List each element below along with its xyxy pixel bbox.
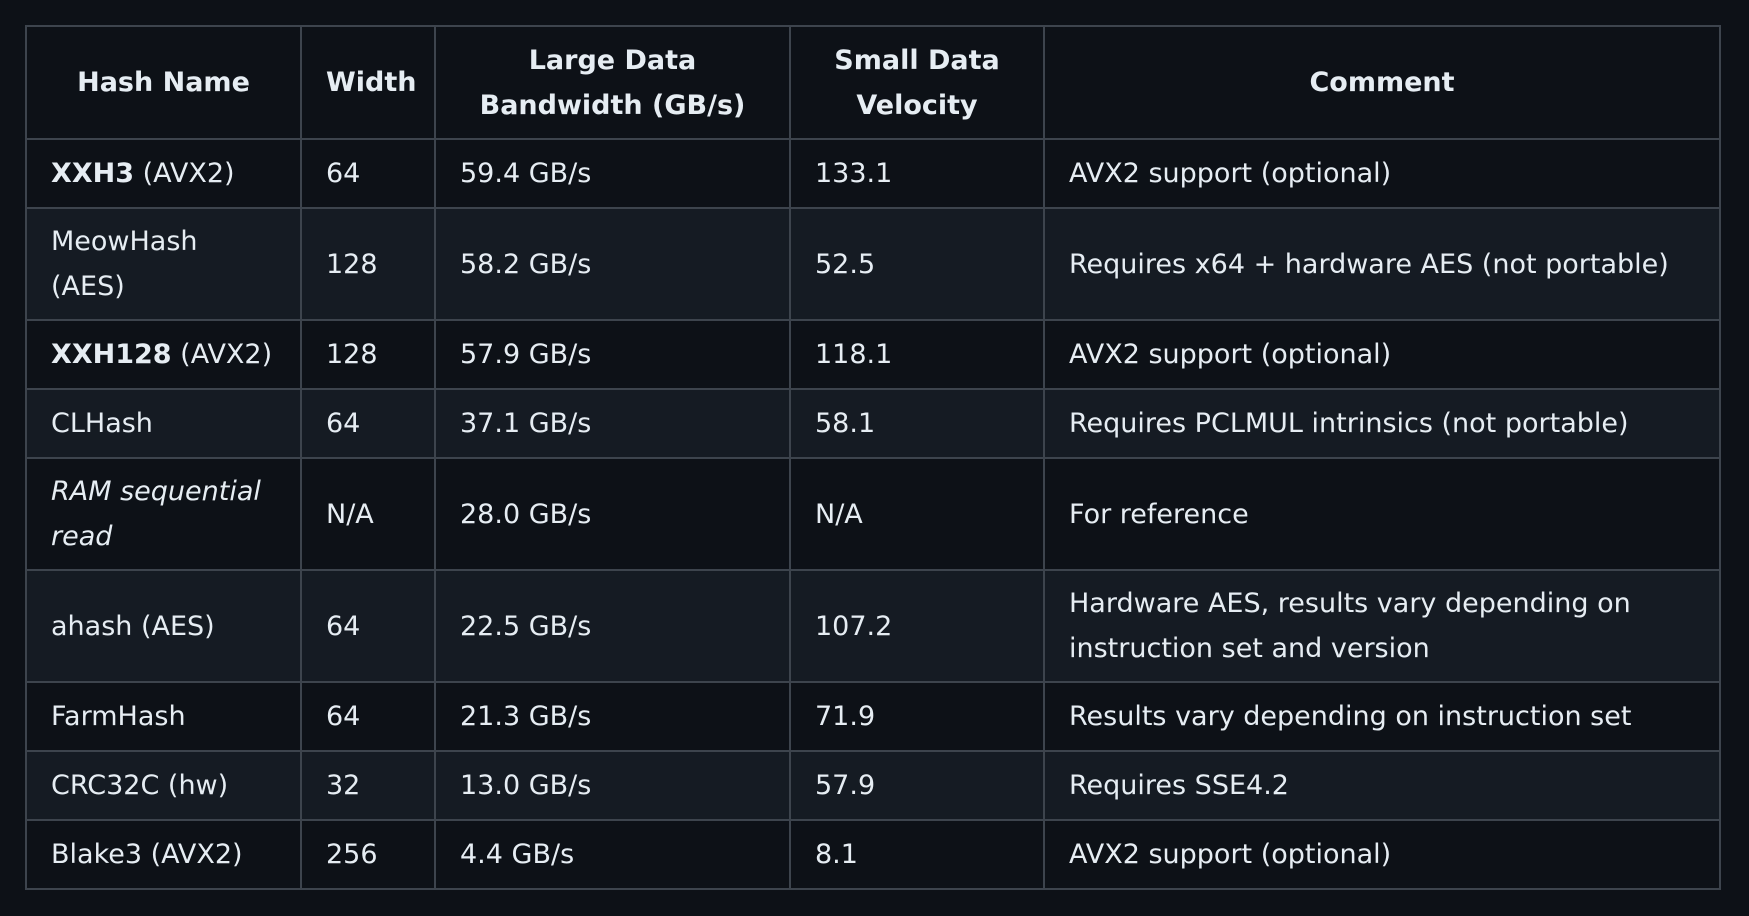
cell-hash-name: ahash (AES) <box>25 569 302 683</box>
cell-hash-name: Blake3 (AVX2) <box>25 819 302 890</box>
cell-hash-name: RAM sequential read <box>25 457 302 571</box>
cell-velocity: N/A <box>789 457 1045 571</box>
table-row: XXH3 (AVX2) 64 59.4 GB/s 133.1 AVX2 supp… <box>25 138 1721 209</box>
cell-bandwidth: 58.2 GB/s <box>434 207 791 321</box>
hash-name-italic: RAM sequential read <box>51 476 261 552</box>
cell-hash-name: CLHash <box>25 388 302 459</box>
cell-comment: Requires x64 + hardware AES (not portabl… <box>1043 207 1721 321</box>
cell-comment: Hardware AES, results vary depending on … <box>1043 569 1721 683</box>
table-row: MeowHash (AES) 128 58.2 GB/s 52.5 Requir… <box>25 207 1721 321</box>
table-row: XXH128 (AVX2) 128 57.9 GB/s 118.1 AVX2 s… <box>25 319 1721 390</box>
hash-name-rest: (AVX2) <box>171 339 273 370</box>
cell-hash-name: CRC32C (hw) <box>25 750 302 821</box>
cell-bandwidth: 37.1 GB/s <box>434 388 791 459</box>
cell-comment: For reference <box>1043 457 1721 571</box>
cell-bandwidth: 21.3 GB/s <box>434 681 791 752</box>
cell-hash-name: XXH3 (AVX2) <box>25 138 302 209</box>
cell-bandwidth: 22.5 GB/s <box>434 569 791 683</box>
hash-name-bold: XXH3 <box>51 158 135 189</box>
header-width: Width <box>300 25 436 140</box>
cell-width: 128 <box>300 319 436 390</box>
table-row: ahash (AES) 64 22.5 GB/s 107.2 Hardware … <box>25 569 1721 683</box>
header-comment: Comment <box>1043 25 1721 140</box>
table-row: CLHash 64 37.1 GB/s 58.1 Requires PCLMUL… <box>25 388 1721 459</box>
cell-width: N/A <box>300 457 436 571</box>
cell-comment: Requires PCLMUL intrinsics (not portable… <box>1043 388 1721 459</box>
cell-hash-name: FarmHash <box>25 681 302 752</box>
cell-velocity: 118.1 <box>789 319 1045 390</box>
table-header-row: Hash Name Width Large Data Bandwidth (GB… <box>25 25 1721 140</box>
header-large-data-bandwidth: Large Data Bandwidth (GB/s) <box>434 25 791 140</box>
cell-comment: AVX2 support (optional) <box>1043 319 1721 390</box>
cell-width: 64 <box>300 388 436 459</box>
cell-width: 128 <box>300 207 436 321</box>
cell-comment: Requires SSE4.2 <box>1043 750 1721 821</box>
cell-velocity: 107.2 <box>789 569 1045 683</box>
table-row: Blake3 (AVX2) 256 4.4 GB/s 8.1 AVX2 supp… <box>25 819 1721 890</box>
table-row: CRC32C (hw) 32 13.0 GB/s 57.9 Requires S… <box>25 750 1721 821</box>
table-row: FarmHash 64 21.3 GB/s 71.9 Results vary … <box>25 681 1721 752</box>
cell-bandwidth: 28.0 GB/s <box>434 457 791 571</box>
cell-width: 64 <box>300 569 436 683</box>
cell-width: 256 <box>300 819 436 890</box>
header-hash-name: Hash Name <box>25 25 302 140</box>
cell-width: 64 <box>300 681 436 752</box>
cell-velocity: 8.1 <box>789 819 1045 890</box>
hash-name-bold: XXH128 <box>51 339 172 370</box>
cell-bandwidth: 13.0 GB/s <box>434 750 791 821</box>
hash-benchmark-table-container: Hash Name Width Large Data Bandwidth (GB… <box>25 25 1721 890</box>
cell-hash-name: MeowHash (AES) <box>25 207 302 321</box>
hash-benchmark-table: Hash Name Width Large Data Bandwidth (GB… <box>25 25 1721 890</box>
hash-name-rest: (AVX2) <box>134 158 235 189</box>
header-small-data-velocity: Small Data Velocity <box>789 25 1045 140</box>
cell-velocity: 71.9 <box>789 681 1045 752</box>
cell-comment: AVX2 support (optional) <box>1043 819 1721 890</box>
cell-hash-name: XXH128 (AVX2) <box>25 319 302 390</box>
table-row: RAM sequential read N/A 28.0 GB/s N/A Fo… <box>25 457 1721 571</box>
cell-velocity: 52.5 <box>789 207 1045 321</box>
cell-comment: Results vary depending on instruction se… <box>1043 681 1721 752</box>
cell-velocity: 57.9 <box>789 750 1045 821</box>
cell-velocity: 58.1 <box>789 388 1045 459</box>
cell-comment: AVX2 support (optional) <box>1043 138 1721 209</box>
cell-width: 64 <box>300 138 436 209</box>
cell-bandwidth: 4.4 GB/s <box>434 819 791 890</box>
cell-bandwidth: 59.4 GB/s <box>434 138 791 209</box>
cell-velocity: 133.1 <box>789 138 1045 209</box>
cell-bandwidth: 57.9 GB/s <box>434 319 791 390</box>
cell-width: 32 <box>300 750 436 821</box>
